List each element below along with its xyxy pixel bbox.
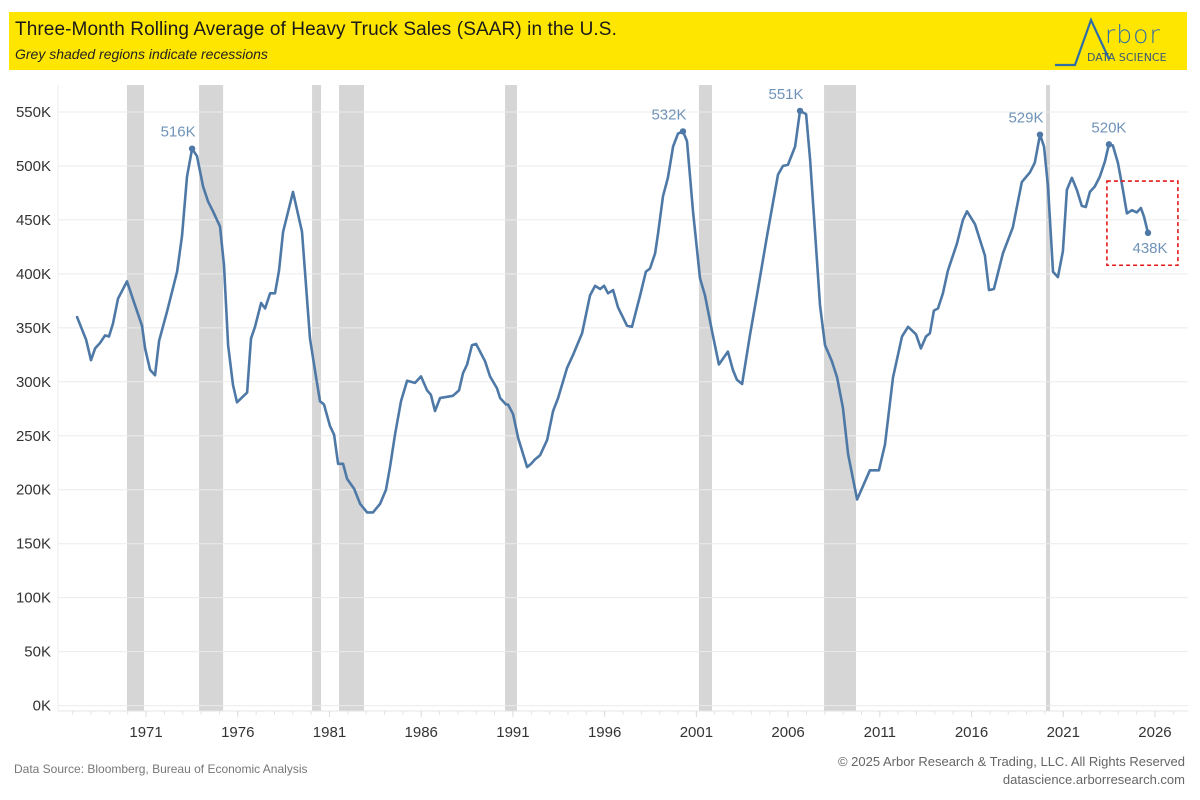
- header-banner: Three-Month Rolling Average of Heavy Tru…: [9, 12, 1187, 70]
- arbor-logo: rbor DATA SCIENCE: [1047, 14, 1177, 68]
- y-tick-label: 200K: [16, 482, 51, 499]
- peak-label: 551K: [768, 86, 803, 103]
- axes: 0K 50K 100K 150K 200K 250K 300K 350K 400K 450K 500…: [16, 85, 1188, 741]
- peak-label: 438K: [1132, 240, 1167, 257]
- x-tick-label: 1986: [405, 724, 438, 741]
- peak-marker: [188, 145, 196, 152]
- copyright: © 2025 Arbor Research & Trading, LLC. Al…: [837, 754, 1185, 769]
- peak-marker: [679, 128, 687, 135]
- recession-band: [339, 85, 364, 711]
- arbor-logo-mark-icon: [1055, 17, 1110, 67]
- x-tick-label: 2001: [680, 724, 713, 741]
- x-tick-label: 2021: [1047, 724, 1080, 741]
- y-tick-label: 150K: [16, 536, 51, 553]
- x-tick-label: 1981: [313, 724, 346, 741]
- peak-label: 529K: [1008, 110, 1043, 127]
- y-tick-label: 300K: [16, 374, 51, 391]
- gridlines: [58, 111, 1188, 707]
- series-line: [75, 109, 1150, 514]
- data-source: Data Source: Bloomberg, Bureau of Econom…: [14, 762, 308, 776]
- x-tick-label: 2026: [1138, 724, 1171, 741]
- recession-band: [312, 85, 322, 711]
- x-tick-label: 2011: [864, 724, 896, 741]
- chart-subtitle: Grey shaded regions indicate recessions: [15, 46, 268, 62]
- recession-band: [1046, 85, 1051, 711]
- x-tick-label: 1971: [129, 724, 162, 741]
- line-chart: 0K 50K 100K 150K 200K 250K 300K 350K 400K 450K 500…: [16, 85, 1188, 741]
- y-tick-label: 100K: [16, 590, 51, 607]
- recession-band: [698, 85, 712, 711]
- highlight-box: [1106, 180, 1179, 267]
- peak-marker: [1144, 229, 1152, 237]
- y-tick-label: 400K: [16, 266, 51, 283]
- peak-label: 532K: [651, 106, 686, 123]
- y-tick-label: 0K: [33, 698, 51, 715]
- series-layer: [75, 109, 1150, 514]
- chart-title: Three-Month Rolling Average of Heavy Tru…: [15, 19, 617, 40]
- y-tick-label: 250K: [16, 428, 51, 445]
- website-link[interactable]: datascience.arborresearch.com: [1002, 772, 1185, 787]
- x-tick-label: 1991: [496, 724, 529, 741]
- logo-subtitle: DATA SCIENCE: [1087, 51, 1167, 64]
- logo-word: rbor: [1105, 20, 1161, 49]
- x-tick-label: 2016: [955, 724, 988, 741]
- y-tick-label: 350K: [16, 320, 51, 337]
- y-tick-label: 50K: [24, 644, 51, 661]
- peak-label: 520K: [1091, 119, 1126, 136]
- annotations: 516K 532K 551K 529K 520K 438K: [161, 86, 1179, 267]
- y-tick-label: 550K: [16, 104, 51, 121]
- y-tick-label: 450K: [16, 212, 51, 229]
- x-tick-label: 1996: [588, 724, 621, 741]
- footer-credits: © 2025 Arbor Research & Trading, LLC. Al…: [838, 753, 1185, 789]
- x-tick-label: 2006: [771, 724, 804, 741]
- x-tick-label: 1976: [221, 724, 254, 741]
- peak-label: 516K: [161, 124, 196, 141]
- peak-marker: [1036, 131, 1044, 138]
- recession-bands: [126, 85, 1051, 711]
- recession-band: [505, 85, 517, 711]
- y-tick-label: 500K: [16, 158, 51, 175]
- peak-marker: [1105, 141, 1113, 148]
- peak-marker: [796, 107, 804, 115]
- recession-band: [126, 85, 145, 711]
